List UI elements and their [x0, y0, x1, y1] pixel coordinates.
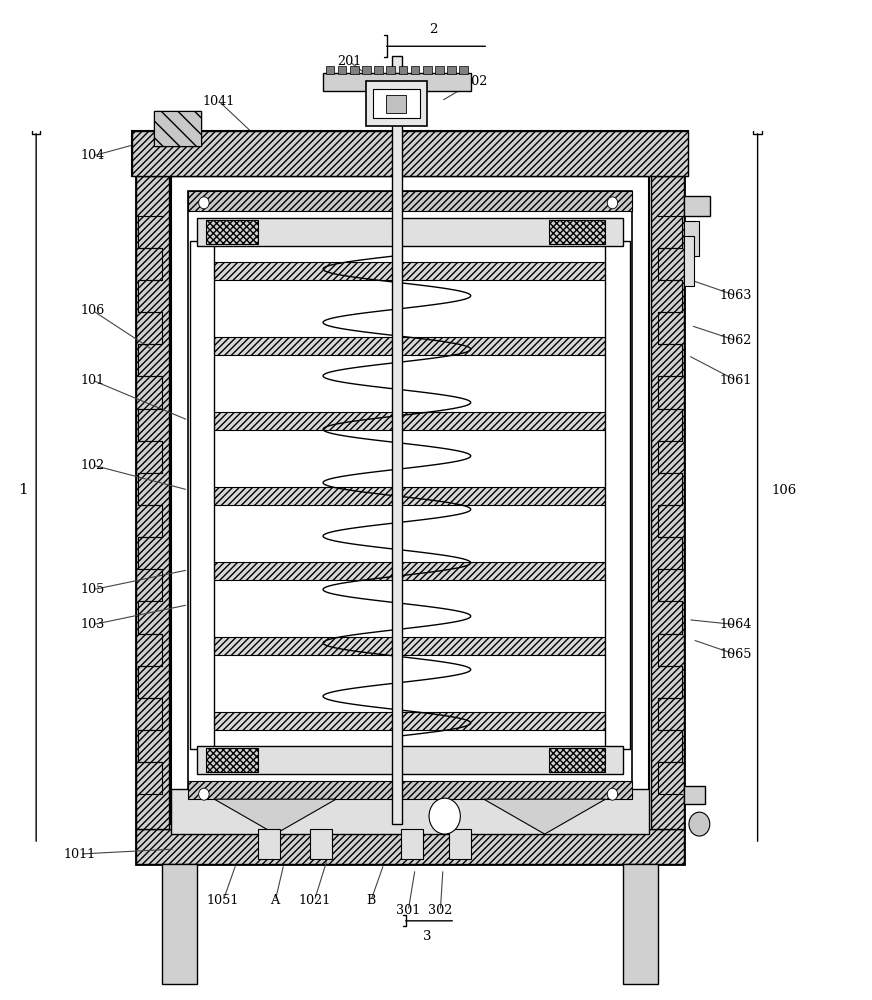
- Bar: [197, 712, 623, 730]
- Bar: [258, 829, 280, 859]
- Bar: [206, 748, 258, 772]
- Bar: [549, 220, 605, 244]
- Bar: [171, 789, 649, 834]
- Text: 105: 105: [80, 583, 105, 596]
- Circle shape: [429, 798, 460, 834]
- Text: 202: 202: [463, 75, 487, 88]
- Bar: [132, 131, 688, 176]
- Bar: [374, 66, 383, 74]
- Bar: [136, 136, 684, 176]
- Bar: [153, 111, 201, 146]
- Bar: [605, 241, 630, 749]
- Bar: [197, 262, 623, 280]
- Bar: [171, 171, 649, 824]
- Circle shape: [607, 788, 617, 800]
- Bar: [366, 81, 427, 126]
- Bar: [460, 66, 468, 74]
- Polygon shape: [484, 799, 605, 834]
- Bar: [162, 864, 197, 984]
- Text: B: B: [366, 894, 376, 907]
- Bar: [136, 176, 169, 829]
- Bar: [447, 66, 456, 74]
- Bar: [373, 89, 420, 118]
- Bar: [684, 221, 699, 256]
- Text: 101: 101: [80, 374, 105, 387]
- Bar: [651, 176, 684, 829]
- Text: 1011: 1011: [64, 848, 96, 861]
- Bar: [310, 829, 331, 859]
- Bar: [136, 136, 684, 864]
- Text: 1064: 1064: [719, 618, 752, 631]
- Bar: [197, 746, 623, 774]
- Bar: [337, 66, 346, 74]
- Bar: [197, 562, 623, 580]
- Bar: [549, 748, 605, 772]
- Text: 1063: 1063: [719, 289, 752, 302]
- Text: 2: 2: [429, 23, 438, 36]
- Bar: [386, 95, 405, 113]
- Bar: [392, 56, 402, 824]
- Text: 1051: 1051: [207, 894, 239, 907]
- Text: 106: 106: [80, 304, 105, 317]
- Bar: [197, 487, 623, 505]
- Text: 302: 302: [428, 904, 453, 917]
- Bar: [623, 864, 657, 984]
- Bar: [449, 829, 471, 859]
- Bar: [386, 66, 395, 74]
- Bar: [206, 220, 258, 244]
- Polygon shape: [215, 799, 336, 834]
- Bar: [188, 191, 631, 799]
- Bar: [153, 111, 201, 146]
- Bar: [684, 786, 705, 804]
- Bar: [190, 241, 215, 749]
- Text: 102: 102: [80, 459, 105, 472]
- Circle shape: [199, 197, 209, 209]
- Bar: [197, 412, 623, 430]
- Bar: [684, 236, 694, 286]
- Bar: [362, 66, 371, 74]
- Circle shape: [199, 788, 209, 800]
- Text: 106: 106: [771, 484, 796, 497]
- Circle shape: [607, 197, 617, 209]
- Bar: [411, 66, 419, 74]
- Text: 1041: 1041: [202, 95, 235, 108]
- Text: 103: 103: [80, 618, 105, 631]
- Circle shape: [689, 812, 710, 836]
- Bar: [188, 781, 631, 799]
- Text: 104: 104: [80, 149, 105, 162]
- Bar: [401, 829, 423, 859]
- Bar: [399, 66, 407, 74]
- Bar: [197, 337, 623, 355]
- Text: 3: 3: [423, 930, 432, 943]
- Bar: [197, 218, 623, 246]
- Bar: [435, 66, 444, 74]
- Text: 1021: 1021: [298, 894, 330, 907]
- Bar: [197, 637, 623, 655]
- Text: 1061: 1061: [719, 374, 752, 387]
- Text: 301: 301: [396, 904, 420, 917]
- Bar: [132, 131, 688, 176]
- Bar: [188, 191, 631, 211]
- Text: 201: 201: [337, 55, 361, 68]
- Bar: [136, 829, 684, 864]
- Bar: [325, 66, 334, 74]
- Bar: [684, 196, 710, 216]
- Text: 1: 1: [18, 483, 28, 497]
- Text: 1062: 1062: [719, 334, 752, 347]
- Text: 1065: 1065: [719, 648, 753, 661]
- Bar: [423, 66, 432, 74]
- Text: A: A: [270, 894, 280, 907]
- Bar: [323, 73, 471, 91]
- Bar: [350, 66, 358, 74]
